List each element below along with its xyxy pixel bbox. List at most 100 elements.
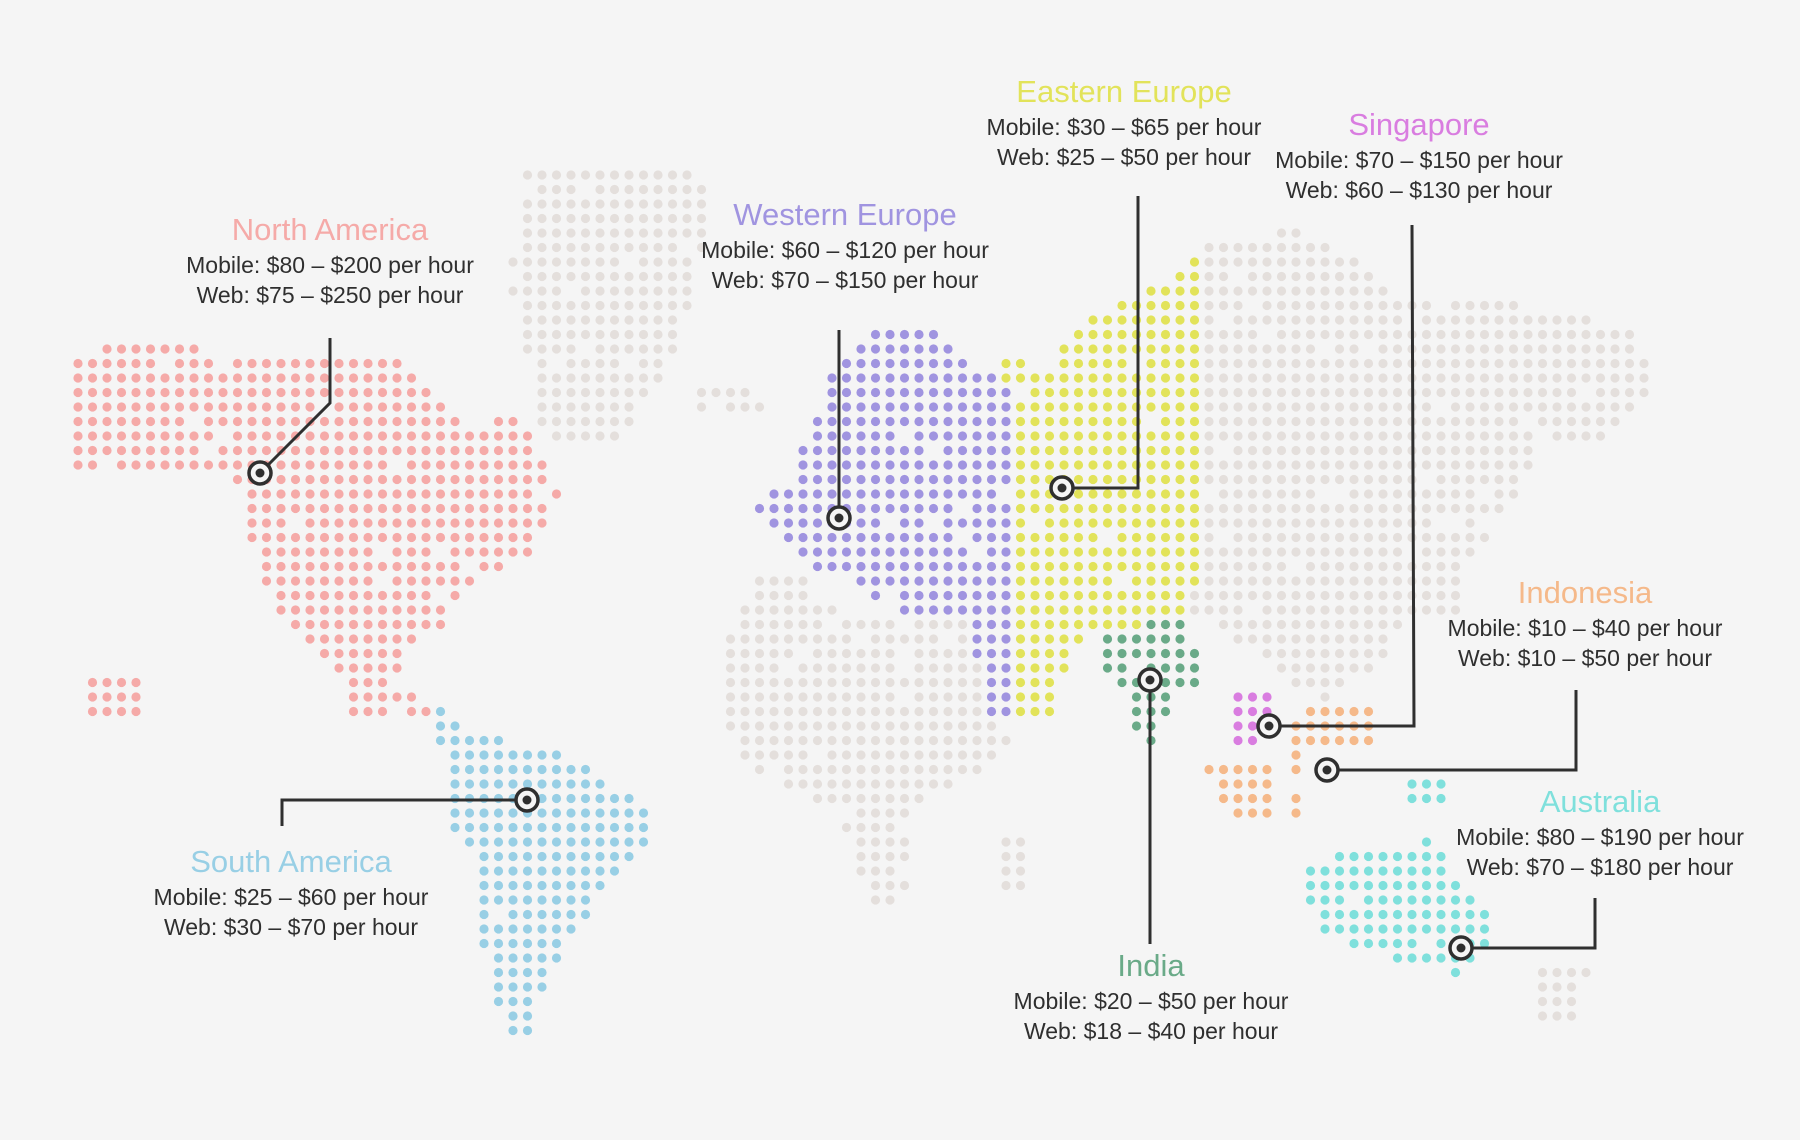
map-dot-north-america: [348, 358, 359, 369]
map-dot: [1320, 561, 1330, 572]
map-dot-north-america: [131, 373, 141, 383]
map-dot-north-america: [218, 416, 228, 427]
map-dot-eastern-europe: [1146, 445, 1156, 456]
map-dot: [551, 271, 562, 282]
map-dot-north-america: [537, 518, 547, 528]
map-dot: [551, 242, 562, 253]
map-dot-australia: [1436, 953, 1446, 963]
map-dot: [1320, 518, 1330, 528]
map-dot-eastern-europe: [1044, 605, 1055, 615]
map-dot: [1595, 373, 1606, 383]
map-dot-eastern-europe: [1015, 503, 1026, 514]
map-dot: [1392, 402, 1403, 412]
map-dot: [595, 199, 605, 209]
map-dot-south-america: [537, 895, 547, 905]
map-dot-north-america: [160, 460, 170, 470]
map-dot-western-europe: [899, 358, 910, 369]
map-dot-eastern-europe: [1189, 474, 1200, 485]
map-dot-western-europe: [972, 460, 982, 470]
map-dot: [899, 750, 910, 760]
map-dot-eastern-europe: [1044, 547, 1055, 557]
map-dot-western-europe: [841, 416, 852, 427]
map-dot-north-america: [406, 474, 417, 485]
map-dot-western-europe: [972, 532, 982, 543]
map-dot-eastern-europe: [1117, 416, 1127, 427]
map-dot: [1247, 242, 1258, 253]
map-dot-north-america: [247, 489, 257, 499]
map-dot: [1247, 460, 1258, 470]
map-dot-eastern-europe: [1102, 605, 1113, 615]
map-dot: [1262, 445, 1272, 456]
map-dot: [1291, 286, 1301, 296]
map-dot: [638, 228, 649, 238]
map-dot: [1247, 416, 1258, 427]
map-dot: [827, 677, 837, 688]
map-dot: [1363, 532, 1374, 543]
map-dot: [798, 576, 808, 586]
map-dot: [1479, 387, 1490, 398]
map-dot-north-america: [493, 474, 504, 485]
map-dot: [1349, 315, 1359, 325]
map-dot-eastern-europe: [1102, 315, 1113, 325]
map-dot-eastern-europe: [1117, 503, 1127, 514]
map-dot: [1392, 315, 1403, 325]
map-dot-indonesia: [1291, 764, 1301, 775]
region-name-australia: Australia: [1539, 784, 1661, 819]
map-dot: [1247, 402, 1258, 412]
map-dot-eastern-europe: [1117, 402, 1127, 412]
map-dot: [1436, 605, 1446, 615]
map-dot-south-america: [479, 880, 489, 891]
map-dot: [1305, 300, 1316, 311]
map-dot: [812, 735, 823, 746]
map-dot: [885, 634, 895, 644]
map-dot-south-america: [609, 837, 620, 847]
map-dot-eastern-europe: [1030, 576, 1040, 586]
map-dot: [856, 764, 866, 775]
map-dot: [1421, 518, 1432, 528]
map-dot-australia: [1363, 909, 1374, 920]
map-dot: [1204, 474, 1214, 485]
location-marker-western-europe: [826, 505, 852, 531]
map-dot-eastern-europe: [1044, 460, 1055, 470]
map-dot-western-europe: [928, 547, 939, 557]
map-dot: [1262, 416, 1272, 427]
map-dot-western-europe: [856, 576, 866, 586]
connector-indonesia: [1327, 690, 1578, 772]
map-dot: [1378, 590, 1388, 601]
map-dot-eastern-europe: [1073, 358, 1084, 369]
map-dot-north-america: [334, 402, 344, 412]
map-dot: [1305, 518, 1316, 528]
map-dot-north-america: [276, 402, 286, 412]
map-dot: [1537, 358, 1548, 369]
map-dot-indonesia: [1334, 706, 1345, 717]
map-dot-western-europe: [856, 387, 866, 398]
map-dot-eastern-europe: [1030, 561, 1040, 572]
map-dot-north-america: [348, 648, 359, 659]
map-dot-south-america: [479, 866, 489, 876]
map-dot-north-america: [392, 358, 402, 369]
map-dot-eastern-europe: [1044, 431, 1055, 441]
map-dot: [885, 619, 895, 630]
map-dot: [1204, 576, 1214, 586]
map-dot-north-america: [319, 431, 330, 441]
map-dot-india: [1131, 634, 1142, 644]
map-dot-eastern-europe: [1044, 706, 1055, 717]
map-dot: [754, 648, 765, 659]
map-dot-eastern-europe: [1015, 358, 1026, 369]
map-dot-eastern-europe: [1088, 605, 1098, 615]
map-dot: [798, 764, 808, 775]
map-dot: [783, 634, 794, 644]
map-dot-australia: [1363, 851, 1374, 862]
map-dot-western-europe: [1001, 561, 1011, 572]
map-dot: [725, 706, 736, 717]
map-dot: [1523, 344, 1533, 354]
map-dot-north-america: [435, 445, 446, 456]
map-dot: [1363, 474, 1374, 485]
map-dot-north-america: [261, 358, 272, 369]
map-dot: [1291, 373, 1301, 383]
map-dot-south-america: [493, 996, 504, 1007]
map-dot-australia: [1465, 909, 1475, 920]
map-dot-north-america: [160, 387, 170, 398]
map-dot: [1349, 431, 1359, 441]
map-dot-western-europe: [812, 547, 823, 557]
